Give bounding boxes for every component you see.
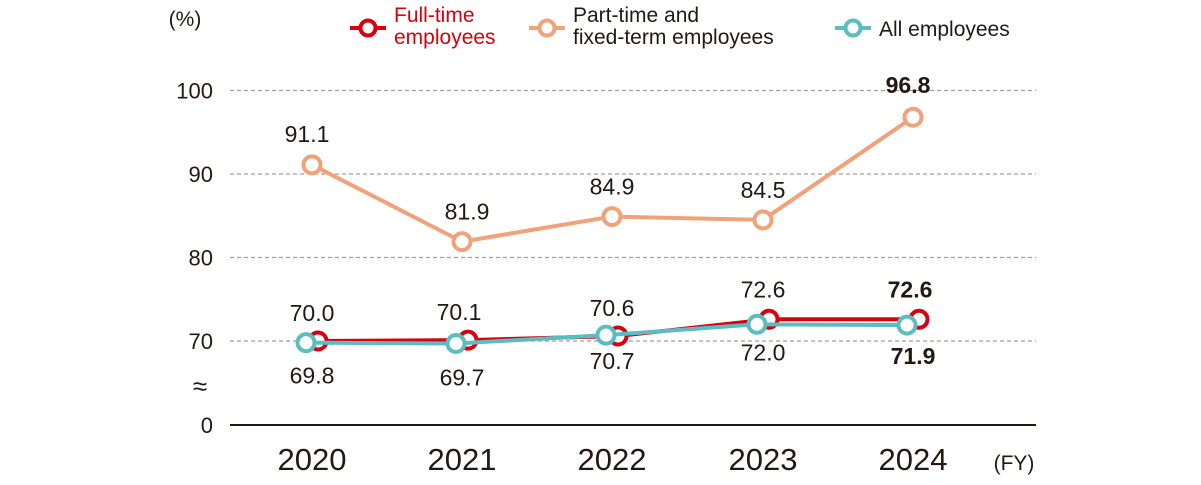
x-tick-label: 2024: [879, 442, 948, 477]
legend-swatch-marker: [358, 18, 378, 38]
data-label: 84.9: [590, 174, 635, 200]
data-label: 72.0: [741, 339, 786, 365]
data-point: [451, 231, 473, 253]
x-unit-label: (FY): [994, 452, 1035, 475]
data-point: [896, 314, 918, 336]
data-label: 96.8: [886, 72, 931, 98]
y-unit-label: (%): [169, 8, 202, 31]
y-tick-label: 90: [189, 162, 213, 187]
data-label: 71.9: [891, 343, 936, 369]
x-tick-label: 2023: [729, 442, 798, 477]
data-point: [752, 209, 774, 231]
x-tick-label: 2021: [428, 442, 497, 477]
y-tick-label: 80: [189, 246, 213, 271]
data-point: [902, 106, 924, 128]
data-label: 70.0: [290, 300, 335, 326]
series-layer: 91.1 81.9 84.9 84.5 96.8 70.0 70.1 70.6 72.6 72.6…: [285, 72, 936, 390]
data-point: [301, 154, 323, 176]
y-tick-label: 0: [201, 413, 213, 438]
legend-label: Part-time and: [573, 4, 699, 27]
legend-label: All employees: [879, 18, 1010, 41]
data-point: [445, 333, 467, 355]
series-all-employees: 69.8 69.7 70.7 72.0 71.9: [290, 313, 936, 391]
data-label: 72.6: [741, 276, 786, 302]
data-label: 84.5: [741, 177, 786, 203]
legend-swatch-marker: [843, 18, 863, 38]
y-tick-label: 100: [176, 79, 213, 104]
axes: 100 90 80 70 0 2020 2021 2022 2023 2024: [176, 79, 1036, 477]
x-tick-label: 2022: [578, 442, 647, 477]
data-label: 70.1: [437, 299, 482, 325]
axis-break-symbol: ≈: [193, 371, 207, 401]
legend-label: Full-time: [394, 4, 475, 27]
series-part-time-and-fixed-term-employees: 91.1 81.9 84.9 84.5 96.8: [285, 72, 931, 253]
data-point: [295, 332, 317, 354]
data-label: 69.8: [290, 363, 335, 389]
legend-swatch-marker: [537, 18, 557, 38]
data-point: [595, 324, 617, 346]
data-label: 70.7: [590, 348, 635, 374]
data-label: 69.7: [440, 365, 485, 391]
data-label: 70.6: [590, 295, 635, 321]
data-point: [601, 206, 623, 228]
legend-label: fixed-term employees: [573, 26, 774, 49]
y-tick-label: 70: [189, 329, 213, 354]
data-label: 91.1: [285, 121, 330, 147]
legend-label: employees: [394, 26, 496, 49]
legend-item: All employees: [835, 18, 1010, 41]
data-point: [746, 313, 768, 335]
data-label: 72.6: [888, 276, 933, 302]
data-label: 81.9: [445, 199, 490, 225]
x-tick-label: 2020: [278, 442, 347, 477]
